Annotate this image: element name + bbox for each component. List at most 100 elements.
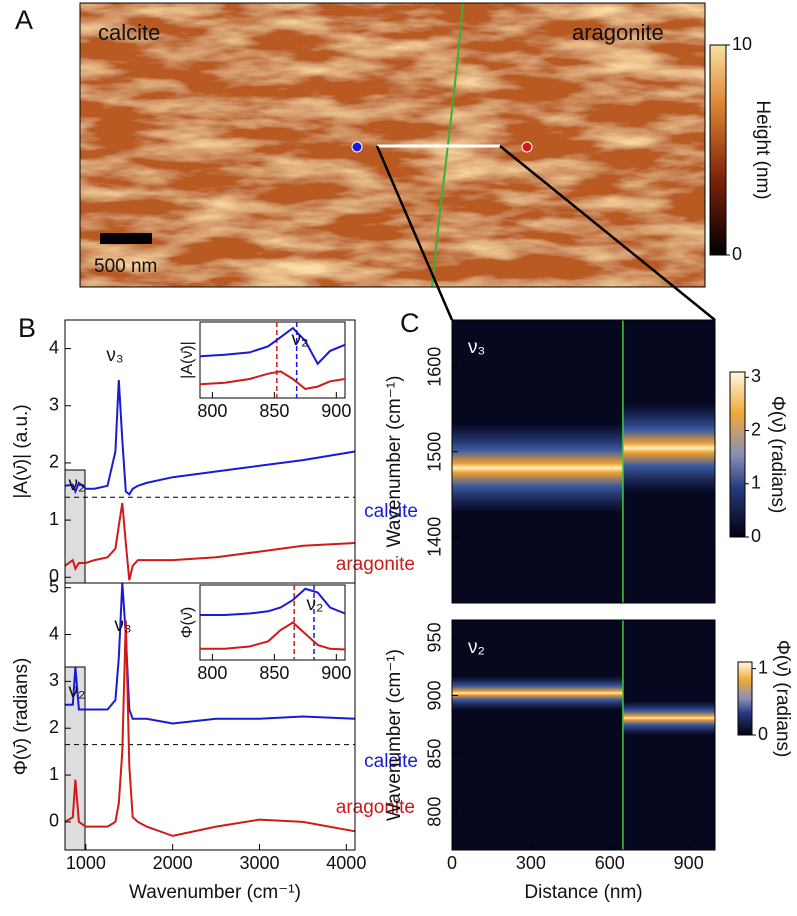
x-tick-label: 300: [516, 853, 546, 873]
panel: ν₂ 800 850 900 Φ(ν̄): [179, 584, 351, 683]
series-line: [199, 326, 346, 366]
x-tick-label: 3000: [239, 853, 279, 873]
colorbar-label: Height (nm): [752, 100, 773, 199]
colorbar-tick-label: 0: [758, 724, 768, 744]
colorbar-label: Φ(ν̄) (radians): [772, 640, 793, 758]
label: calcite: [98, 20, 160, 45]
series-label: aragonite: [336, 797, 415, 818]
y-tick-label: 1500: [425, 432, 445, 472]
y-tick-label: 3: [49, 670, 59, 690]
panel: ν₂ 800 850 900 950 0 300 600 900 Wavenumber (cm⁻¹…: [384, 619, 793, 903]
panel-letter: C: [400, 308, 420, 338]
x-tick-label: 600: [595, 853, 625, 873]
y-tick-label: 4: [49, 337, 59, 357]
colorbar-tick-label: 3: [751, 366, 761, 386]
annotation: ν₂: [292, 329, 309, 350]
x-tick-label: 2000: [153, 853, 193, 873]
zoom-line: [375, 145, 454, 321]
panel-letter: B: [18, 313, 36, 343]
inset-bg: [199, 321, 346, 399]
panel-letter: A: [15, 5, 33, 35]
series-line: [64, 502, 356, 581]
y-tick-label: 1: [49, 509, 59, 529]
zoom-line: [499, 145, 716, 321]
aragonite-point: [521, 141, 533, 153]
y-tick-label: 1600: [425, 347, 445, 387]
colorbar-tick-label: 1: [751, 473, 761, 493]
series-label: calcite: [364, 501, 418, 522]
y-axis-label: Wavenumber (cm⁻¹): [384, 376, 405, 548]
y-tick-label: 900: [425, 680, 445, 710]
x-axis-label: Wavenumber (cm⁻¹): [129, 882, 301, 903]
y-axis-label: |A(ν̄)|: [179, 341, 196, 379]
annotation: ν₂: [69, 681, 86, 702]
frame: [79, 2, 706, 288]
x-tick-label: 900: [321, 401, 351, 421]
frame: [451, 619, 716, 851]
x-tick-label: 850: [259, 663, 289, 683]
colorbar-tick-label: 2: [751, 419, 761, 439]
y-tick-label: 800: [425, 797, 445, 827]
colorbar: [737, 661, 753, 736]
y-tick-label: 4: [49, 623, 59, 643]
scale-label: 500 nm: [94, 256, 157, 277]
y-tick-label: 5: [49, 576, 59, 596]
x-tick-label: 800: [197, 663, 227, 683]
series-label: aragonite: [336, 554, 415, 575]
y-tick-label: 0: [49, 811, 59, 831]
y-tick-label: 2: [49, 717, 59, 737]
x-tick-label: 850: [259, 401, 289, 421]
colorbar-tick-label: 10: [732, 34, 752, 54]
label: aragonite: [572, 20, 664, 45]
x-tick-label: 900: [321, 663, 351, 683]
series-line: [200, 621, 346, 651]
x-tick-label: 1000: [66, 853, 106, 873]
annotation: ν₂: [307, 594, 324, 615]
panel: ν₂ 800 850 900 |A(ν̄)|: [179, 321, 351, 421]
y-tick-label: 3: [49, 395, 59, 415]
colorbar-tick-label: 0: [732, 244, 742, 264]
band: [622, 701, 715, 735]
band: [622, 403, 715, 493]
x-tick-label: 0: [447, 853, 457, 873]
x-tick-label: 4000: [326, 853, 366, 873]
panel: calcite aragonite ν₃ ν₂ 0 1 2 3 4 5 1000 2000 3000 40…: [11, 576, 418, 903]
y-tick-label: 1400: [425, 517, 445, 557]
y-tick-label: 850: [425, 739, 445, 769]
colorbar-label: Φ(ν̄) (radians): [767, 396, 788, 514]
band: [452, 676, 623, 710]
colorbar-tick-label: 0: [751, 526, 761, 546]
y-tick-label: 2: [49, 452, 59, 472]
series-label: calcite: [364, 751, 418, 772]
y-tick-label: 950: [425, 622, 445, 652]
y-tick-label: 1: [49, 764, 59, 784]
colorbar: [709, 44, 727, 256]
frame: [64, 582, 356, 851]
scale-bar: [100, 233, 152, 244]
colorbar-tick-label: 1: [758, 657, 768, 677]
annotation: ν₂: [468, 637, 485, 658]
y-tick-label: 0: [49, 566, 59, 586]
panel: Cν₃ 1400 1500 1600 Wavenumber (cm⁻¹) 0 1 2 3 Φ(ν̄…: [384, 308, 788, 604]
annotation: ν₃: [114, 615, 131, 636]
series-line: [64, 379, 356, 496]
colorbar: [729, 371, 746, 538]
series-line: [64, 620, 356, 837]
frame: [451, 319, 716, 604]
x-axis-label: Distance (nm): [524, 882, 642, 903]
series-line: [199, 370, 346, 390]
series-line: [200, 587, 346, 616]
band: [452, 423, 623, 513]
y-axis-label: Wavenumber (cm⁻¹): [384, 649, 405, 821]
annotation: ν₃: [468, 337, 485, 358]
x-tick-label: 900: [674, 853, 704, 873]
boundary: [431, 2, 464, 288]
series-line: [65, 582, 356, 725]
annotation: ν₃: [106, 345, 123, 366]
y-axis-label: |A(ν̄)| (a.u.): [11, 404, 32, 498]
calcite-point: [351, 141, 363, 153]
x-tick-label: 800: [197, 401, 227, 421]
